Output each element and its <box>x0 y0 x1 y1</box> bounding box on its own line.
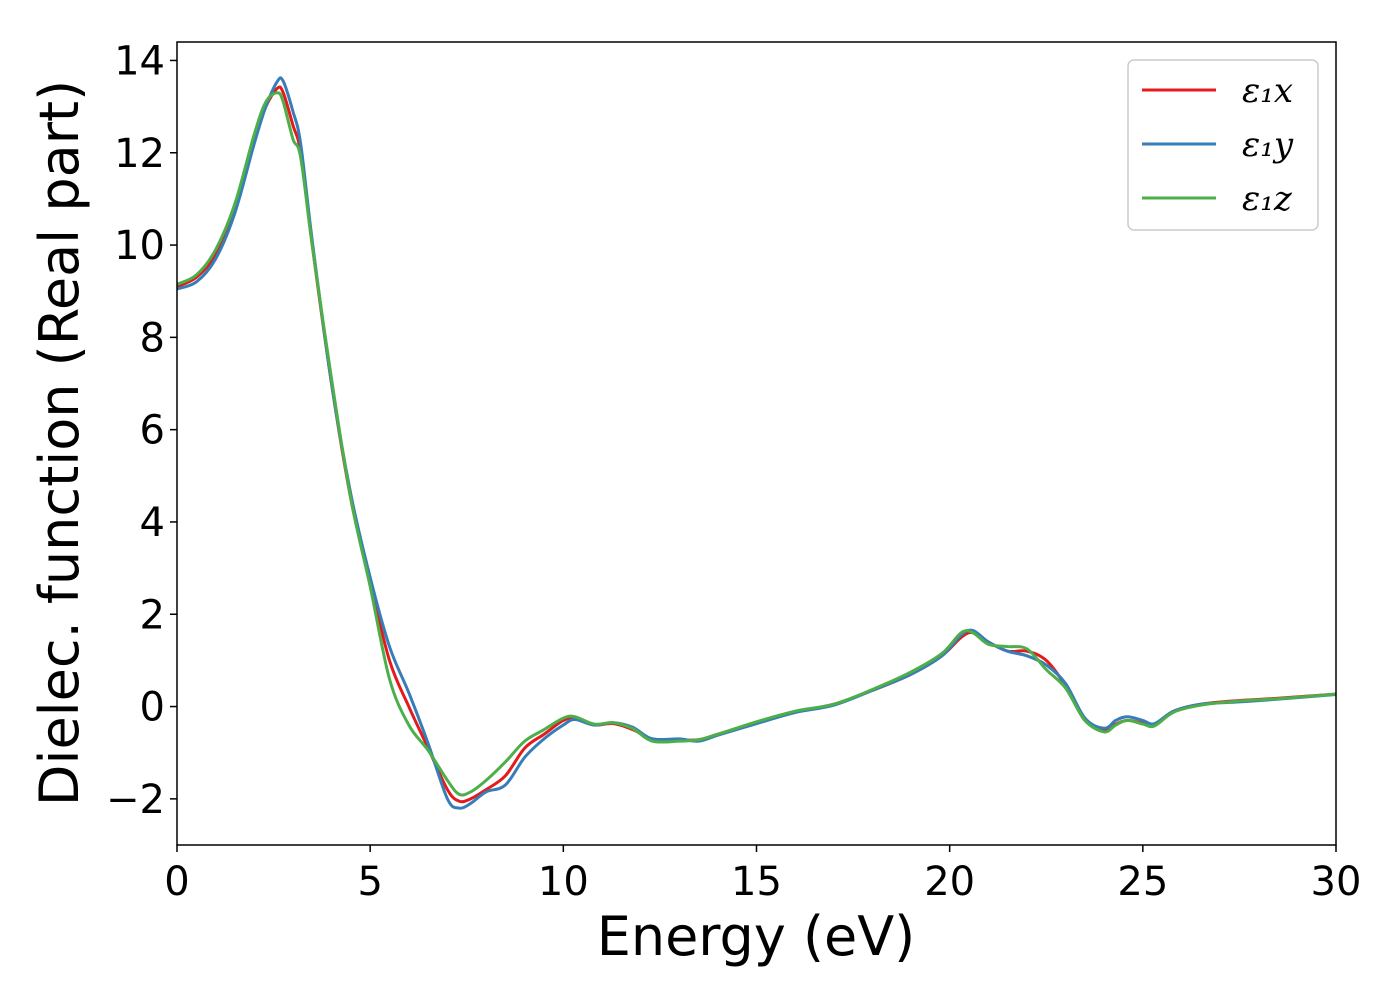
legend-label-3: ε₁z <box>1242 179 1293 219</box>
y-tick-label: 6 <box>140 408 165 454</box>
x-tick-label: 10 <box>538 859 589 905</box>
y-tick-label: −2 <box>106 777 165 823</box>
x-tick-label: 5 <box>357 859 382 905</box>
y-tick-label: 14 <box>114 38 165 84</box>
legend-label-2: ε₁y <box>1242 125 1294 165</box>
y-axis: −2 0 2 4 6 8 10 12 14 <box>106 38 177 823</box>
y-tick-label: 10 <box>114 223 165 269</box>
x-axis-label: Energy (eV) <box>597 905 916 968</box>
series-layer <box>177 76 1336 810</box>
x-tick-label: 30 <box>1311 859 1362 905</box>
y-tick-label: 8 <box>140 315 165 361</box>
legend: ε₁x ε₁y ε₁z <box>1127 59 1319 231</box>
x-tick-label: 25 <box>1117 859 1168 905</box>
y-tick-label: 12 <box>114 131 165 177</box>
y-tick-label: 0 <box>140 685 165 731</box>
y-axis-label: Dielec. function (Real part) <box>28 80 91 806</box>
legend-label-1: ε₁x <box>1242 71 1293 111</box>
x-axis: 0 5 10 15 20 25 30 <box>164 845 1361 905</box>
x-tick-label: 0 <box>164 859 189 905</box>
y-tick-label: 2 <box>140 592 165 638</box>
legend-frame <box>1127 59 1319 231</box>
series-line-3 <box>177 91 1336 797</box>
x-tick-label: 20 <box>924 859 975 905</box>
y-tick-label: 4 <box>140 500 165 546</box>
x-tick-label: 15 <box>731 859 782 905</box>
